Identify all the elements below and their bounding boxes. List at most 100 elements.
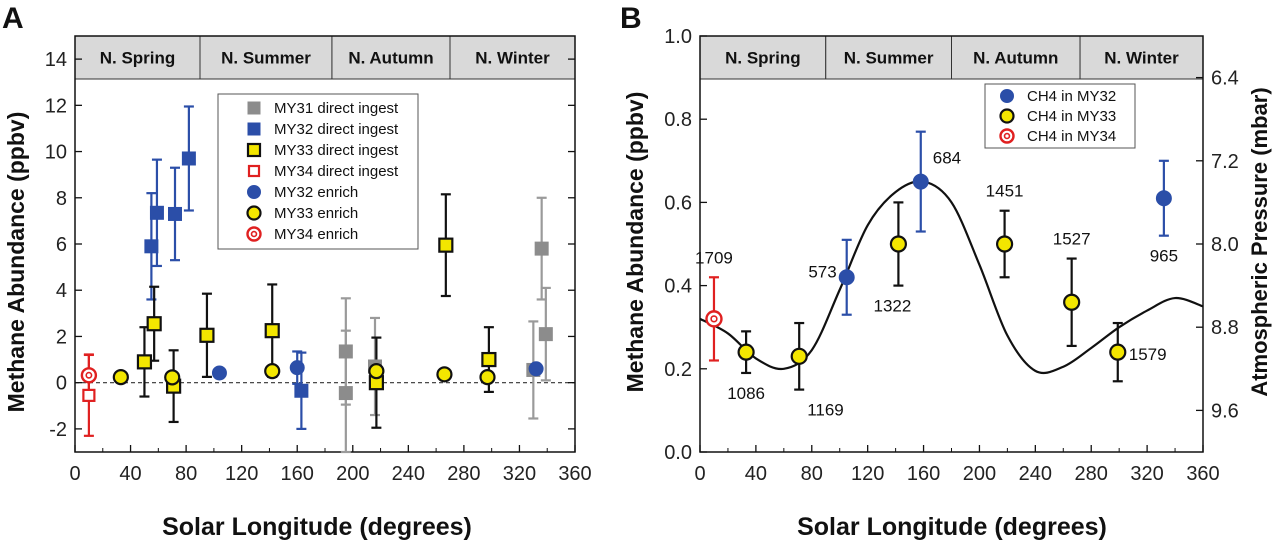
- panel-b-season-box-n-autumn: [951, 35, 1081, 80]
- panel-a-point-my32-enrich: [211, 365, 227, 381]
- panel-b-y-tick-label: 1.0: [664, 26, 692, 48]
- panel-a-point-my33-enrich: [436, 366, 453, 383]
- panel-a-x-tick-label: 280: [447, 463, 480, 485]
- panel-a-x-axis-title: Solar Longitude (degrees): [162, 513, 472, 541]
- panel-b-season-band: N. Spring N. Summer N. Autumn N. Winter: [699, 35, 1204, 80]
- panel-a-legend-marker-my34-enrich-inner: [250, 230, 258, 238]
- panel-a-x-tick-label: 360: [558, 463, 591, 485]
- panel-a-point-my32-direct-ingest: [144, 239, 159, 254]
- panel-b-point-ch4-in-my34-inner: [710, 315, 718, 323]
- panel-a-point-my31-direct-ingest: [534, 241, 549, 256]
- panel-b-legend-marker-ch4-in-my34-inner: [1003, 132, 1011, 140]
- panel-a-y-axis-title: Methane Abundance (ppbv): [3, 112, 29, 413]
- panel-a-point-my33-direct-ingest: [438, 237, 454, 253]
- panel-b-error-bars: [708, 130, 1169, 391]
- panel-b: B N. Spring N. Summer N. Autumn N. Winter 0…: [620, 2, 1272, 541]
- panel-a-point-my33-direct-ingest: [136, 354, 153, 370]
- panel-a-point-my31-direct-ingest: [338, 386, 353, 401]
- panel-a-legend-marker-my34-direct-ingest: [247, 164, 261, 178]
- panel-a-point-my33-direct-ingest: [264, 323, 280, 339]
- panel-a-season-box-n-spring: [74, 35, 201, 80]
- panel-b-point-ch4-in-my33: [737, 343, 755, 361]
- panel-b-x-axis-title: Solar Longitude (degrees): [797, 513, 1107, 541]
- panel-a-legend-marker-my34-enrich: [246, 226, 262, 242]
- panel-a-season-box-n-summer: [199, 35, 333, 80]
- panel-b-point-label: 1086: [727, 384, 765, 403]
- panel-a-legend-marker-my33-direct-ingest: [246, 142, 262, 158]
- panel-b-season-label-n-autumn: N. Autumn: [973, 49, 1058, 68]
- panel-a-x-tick-label: 80: [175, 463, 197, 485]
- panel-a-point-my33-direct-ingest: [481, 351, 497, 368]
- panel-a-point-my33-enrich: [368, 363, 385, 380]
- panel-a-point-my33-direct-ingest: [146, 316, 162, 332]
- panel-a-legend-label-my32-direct-ingest: MY32 direct ingest: [274, 121, 399, 138]
- panel-b-x-tick-label: 0: [694, 463, 705, 485]
- panel-a-point-my31-direct-ingest: [538, 327, 553, 342]
- panel-a-x-tick-label: 160: [281, 463, 314, 485]
- panel-b-point-ch4-in-my33: [889, 235, 908, 253]
- panel-b-x-tick-label: 280: [1075, 463, 1108, 485]
- panel-a-legend-label-my33-enrich: MY33 enrich: [274, 205, 358, 222]
- panel-a-legend-marker-my32-direct-ingest: [247, 122, 261, 136]
- panel-b-x-tick-label: 80: [801, 463, 823, 485]
- panel-b-letter: B: [620, 2, 642, 35]
- panel-a-legend-marker-my33-enrich: [246, 205, 262, 221]
- panel-a-legend: MY31 direct ingest MY32 direct ingest MY33…: [217, 93, 419, 250]
- panel-b-y2-tick-label: 6.4: [1211, 68, 1239, 90]
- panel-b-point-label: 573: [808, 262, 836, 281]
- panel-a-y-tick-label: 2: [56, 326, 67, 348]
- panel-b-x-tick-label: 160: [907, 463, 940, 485]
- panel-a-legend-label-my31-direct-ingest: MY31 direct ingest: [274, 100, 399, 117]
- panel-b-point-label: 1169: [807, 401, 844, 420]
- panel-b-y-axis-title: Methane Abundance (ppbv): [622, 92, 648, 393]
- panel-a-season-label-n-autumn: N. Autumn: [348, 49, 433, 68]
- panel-a-point-my34-direct-ingest: [82, 388, 96, 402]
- panel-a-legend-label-my34-enrich: MY34 enrich: [274, 226, 358, 243]
- panel-a-point-my32-enrich: [528, 361, 544, 377]
- panel-b-season-label-n-summer: N. Summer: [844, 49, 934, 68]
- panel-b-ticks: 0 40 80 120 160 200 240 280 320 360 0.0 0.2 0.4 0.6 0.…: [664, 26, 1239, 485]
- panel-b-y-tick-label: 0.8: [664, 109, 692, 131]
- panel-b-point-label: 1527: [1053, 230, 1091, 249]
- panel-a-point-my31-direct-ingest: [338, 344, 353, 359]
- panel-a-y-tick-label: 10: [45, 142, 67, 164]
- panel-b-legend: CH4 in MY32 CH4 in MY33 CH4 in MY34: [984, 83, 1136, 149]
- panel-a-point-my33-enrich: [112, 369, 129, 386]
- panel-b-x-tick-label: 320: [1130, 463, 1163, 485]
- panel-b-legend-label-ch4-in-my32: CH4 in MY32: [1027, 88, 1116, 105]
- panel-a-point-my32-enrich: [289, 360, 305, 376]
- panel-b-legend-marker-ch4-in-my32: [1000, 89, 1014, 103]
- panel-b-y2-axis-title: Atmospheric Pressure (mbar): [1247, 87, 1272, 396]
- panel-a-y-tick-label: -2: [49, 419, 67, 441]
- panel-a-season-label-n-spring: N. Spring: [100, 49, 176, 68]
- panel-b-point-label: 1579: [1129, 345, 1167, 364]
- panel-b-x-tick-label: 40: [745, 463, 767, 485]
- panel-a-y-tick-label: 0: [56, 373, 67, 395]
- panel-a-season-band: N. Spring N. Summer N. Autumn N. Winter: [74, 35, 576, 80]
- panel-b-x-tick-label: 200: [963, 463, 996, 485]
- panel-b-y2-tick-label: 8.8: [1211, 317, 1239, 339]
- panel-a-y-tick-label: 4: [56, 280, 67, 302]
- panel-a-x-tick-label: 240: [392, 463, 425, 485]
- panel-a-legend-label-my33-direct-ingest: MY33 direct ingest: [274, 142, 399, 159]
- panel-a-season-label-n-winter: N. Winter: [475, 49, 550, 68]
- panel-b-point-label: 1451: [986, 182, 1024, 201]
- panel-b-legend-marker-ch4-in-my33: [999, 108, 1015, 124]
- panel-b-point-ch4-in-my33: [995, 235, 1014, 253]
- panel-a-point-my32-direct-ingest: [294, 383, 309, 398]
- panel-a-legend-label-my32-enrich: MY32 enrich: [274, 184, 358, 201]
- panel-b-y2-tick-label: 7.2: [1211, 151, 1239, 173]
- panel-b-point-label: 965: [1150, 247, 1178, 266]
- panel-b-point-ch4-in-my32: [1155, 190, 1172, 207]
- panel-b-y2-tick-label: 9.6: [1211, 400, 1239, 422]
- panel-b-season-box-n-summer: [825, 35, 952, 80]
- panel-b-y2-tick-label: 8.0: [1211, 234, 1239, 256]
- panel-a-point-my33-direct-ingest: [199, 327, 215, 343]
- panel-a-x-tick-label: 40: [119, 463, 141, 485]
- panel-b-y-tick-label: 0.4: [664, 276, 692, 298]
- panel-b-x-tick-label: 360: [1186, 463, 1219, 485]
- panel-a-x-tick-label: 320: [503, 463, 536, 485]
- panel-b-legend-label-ch4-in-my34: CH4 in MY34: [1027, 128, 1116, 145]
- panel-a-legend-marker-my31-direct-ingest: [247, 101, 261, 115]
